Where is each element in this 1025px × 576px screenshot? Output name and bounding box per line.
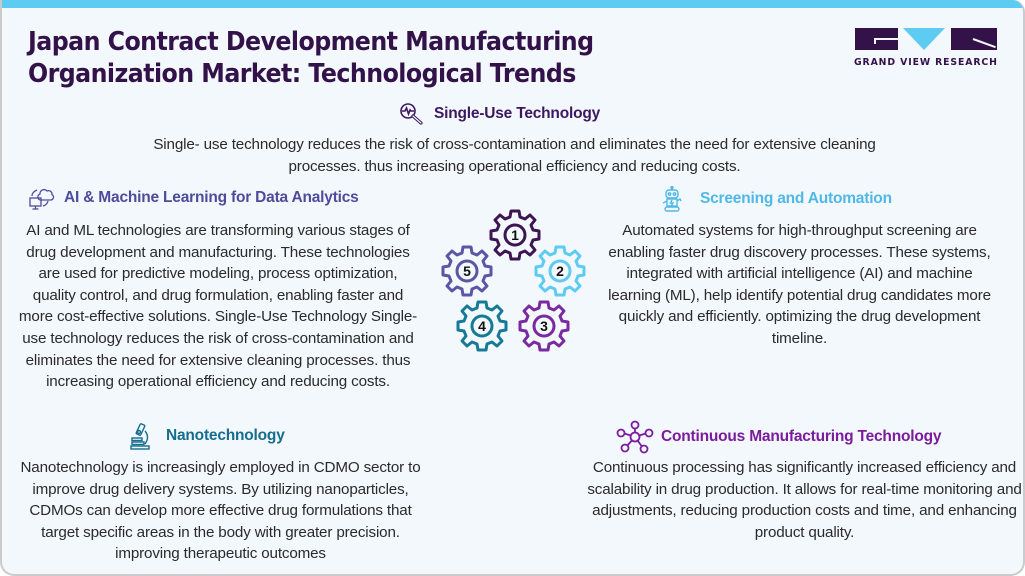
grand-view-research-logo: GRAND VIEW RESEARCH <box>854 28 999 70</box>
section-title: Single-Use Technology <box>434 105 601 122</box>
gears-cluster: 1 2 3 4 5 <box>437 205 592 360</box>
section-title: Nanotechnology <box>166 427 285 444</box>
gear-4-icon: 4 <box>452 296 512 356</box>
section-title: Screening and Automation <box>700 190 892 207</box>
page-title: Japan Contract Development Manufacturing… <box>28 26 698 90</box>
gear-number: 1 <box>511 227 519 243</box>
robot-icon <box>658 186 686 212</box>
section-heading: Continuous Manufacturing Technology <box>613 420 942 454</box>
logo-text: GRAND VIEW RESEARCH <box>854 57 998 68</box>
logo-mark-icon <box>854 28 999 50</box>
section-heading: Single-Use Technology <box>398 101 600 127</box>
gear-2-icon: 2 <box>530 241 590 301</box>
gear-number: 4 <box>478 318 486 334</box>
gear-number: 5 <box>463 263 471 279</box>
section-heading: AI & Machine Learning for Data Analytics <box>28 185 359 211</box>
cloud-computer-icon <box>28 185 56 211</box>
magnifier-pulse-icon <box>398 101 426 127</box>
gear-5-icon: 5 <box>437 241 497 301</box>
title-line-2: Organization Market: Technological Trend… <box>28 59 576 89</box>
section-heading: Nanotechnology <box>126 423 285 450</box>
section-title: AI & Machine Learning for Data Analytics <box>64 189 359 206</box>
gear-3-icon: 3 <box>514 296 574 356</box>
section-description: AI and ML technologies are transforming … <box>18 222 418 391</box>
gear-number: 3 <box>540 318 548 334</box>
title-line-1: Japan Contract Development Manufacturing <box>28 27 594 57</box>
top-accent-bar <box>2 0 1023 8</box>
section-description: Single- use technology reduces the risk … <box>153 136 876 175</box>
section-heading: Screening and Automation <box>658 186 892 212</box>
gear-number: 2 <box>556 263 564 279</box>
microscope-icon <box>126 423 154 450</box>
section-description: Continuous processing has significantly … <box>587 459 1022 541</box>
section-description: Nanotechnology is increasingly employed … <box>20 459 421 563</box>
network-nodes-icon <box>613 420 657 454</box>
section-title: Continuous Manufacturing Technology <box>661 428 942 445</box>
section-description: Automated systems for high-throughput sc… <box>608 222 991 347</box>
gear-1-icon: 1 <box>485 205 545 265</box>
